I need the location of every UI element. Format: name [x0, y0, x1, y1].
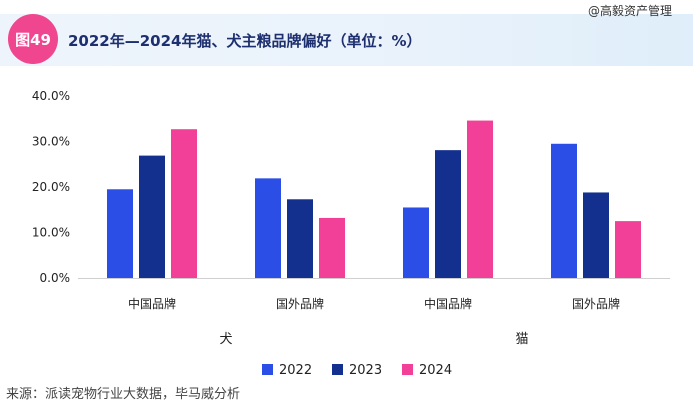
y-tick-label: 40.0% — [32, 89, 70, 103]
group-label: 犬 — [219, 332, 232, 347]
x-tick-label: 国外品牌 — [276, 297, 324, 311]
watermark: @高毅资产管理 — [588, 4, 673, 18]
y-tick-label: 20.0% — [32, 180, 70, 194]
x-tick-label: 中国品牌 — [424, 296, 472, 311]
figure-badge: 图49 — [8, 14, 58, 64]
bar-2024-2 — [467, 120, 493, 278]
bar-2022-3 — [551, 143, 577, 278]
y-tick-label: 0.0% — [40, 271, 71, 285]
header-banner — [0, 14, 693, 66]
legend-swatch-2024 — [402, 364, 413, 375]
x-tick-label: 国外品牌 — [572, 297, 620, 311]
legend-label-2023: 2023 — [349, 363, 382, 378]
legend-label-2024: 2024 — [419, 363, 452, 378]
bar-2024-3 — [615, 221, 641, 278]
bar-2022-1 — [255, 178, 281, 278]
bar-2024-1 — [319, 217, 345, 278]
bar-2023-2 — [435, 150, 461, 278]
bar-2022-2 — [403, 207, 429, 278]
bar-2023-3 — [583, 192, 609, 278]
y-tick-label: 30.0% — [32, 135, 70, 149]
x-tick-label: 中国品牌 — [128, 296, 176, 311]
legend-label-2022: 2022 — [279, 363, 312, 378]
chart-title: 2022年—2024年猫、犬主粮品牌偏好（单位：%） — [68, 32, 422, 50]
y-tick-label: 10.0% — [32, 226, 70, 240]
source-note: 来源：派读宠物行业大数据，毕马威分析 — [6, 387, 241, 402]
legend-swatch-2022 — [262, 364, 273, 375]
bar-2023-0 — [139, 155, 165, 278]
bar-2024-0 — [171, 129, 197, 278]
bar-2022-0 — [107, 189, 133, 278]
legend-swatch-2023 — [332, 364, 343, 375]
bar-2023-1 — [287, 199, 313, 278]
group-label: 猫 — [515, 332, 528, 347]
